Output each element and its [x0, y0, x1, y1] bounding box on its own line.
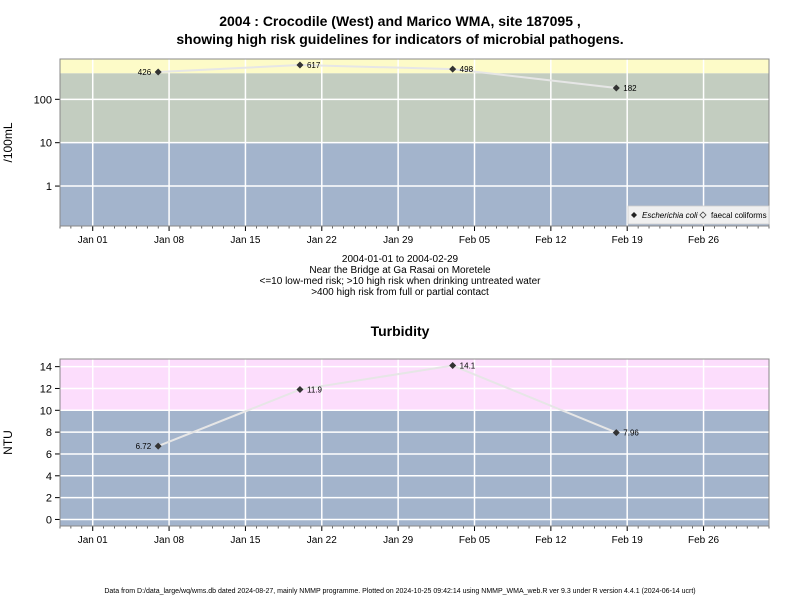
x-tick-label: Jan 01 [78, 535, 108, 546]
legend-marker-ecoli [631, 212, 637, 218]
data-label: 498 [460, 65, 474, 74]
x-tick-label: Feb 19 [612, 235, 644, 246]
y-tick-label: 14 [40, 362, 52, 374]
x-tick-label: Jan 01 [78, 235, 108, 246]
data-point [449, 65, 457, 73]
x-tick-label: Feb 05 [459, 235, 491, 246]
data-point [296, 386, 304, 394]
data-label: 14.1 [460, 362, 476, 371]
x-tick-label: Feb 19 [612, 535, 644, 546]
series-line [157, 364, 617, 448]
plot-frame [59, 58, 770, 227]
plot-frame [59, 358, 770, 527]
data-label: 617 [307, 61, 321, 70]
x-tick-label: Feb 26 [688, 535, 720, 546]
x-tick-label: Jan 22 [307, 235, 337, 246]
risk-band [60, 410, 769, 526]
y-tick-label: 10 [40, 405, 52, 417]
data-label: 6.72 [136, 442, 152, 451]
x-tick-label: Feb 12 [535, 535, 567, 546]
y-tick-label: 2 [46, 493, 52, 505]
x-tick-label: Feb 12 [535, 235, 567, 246]
risk-band [60, 359, 769, 411]
guideline-text-1: <=10 low-med risk; >10 high risk when dr… [259, 276, 541, 287]
risk-band [60, 73, 769, 143]
x-tick-label: Jan 15 [230, 535, 260, 546]
y-axis-label: /100mL [1, 122, 15, 162]
chart-title-line1: 2004 : Crocodile (West) and Marico WMA, … [219, 13, 581, 29]
legend-box [627, 205, 770, 225]
guideline-text-2: >400 high risk from full or partial cont… [311, 287, 489, 298]
data-label: 7.96 [623, 429, 639, 438]
x-tick-label: Jan 08 [154, 535, 184, 546]
turbidity-title: Turbidity [370, 323, 430, 339]
x-tick-label: Feb 05 [459, 535, 491, 546]
data-label: 426 [138, 68, 152, 77]
date-range-text: 2004-01-01 to 2004-02-29 [341, 254, 459, 265]
data-point [449, 362, 457, 370]
y-tick-label: 1 [46, 181, 52, 193]
y-tick-label: 100 [34, 94, 52, 106]
x-tick-label: Jan 22 [307, 535, 337, 546]
data-label: 11.9 [307, 386, 323, 395]
x-tick-label: Feb 26 [688, 235, 720, 246]
data-label: 182 [623, 84, 637, 93]
legend-marker-faecal [699, 211, 707, 219]
data-point [154, 442, 162, 450]
chart-title-line2: showing high risk guidelines for indicat… [176, 31, 624, 47]
data-point [296, 61, 304, 69]
y-tick-label: 6 [46, 449, 52, 461]
y-tick-label: 8 [46, 427, 52, 439]
x-tick-label: Jan 08 [154, 235, 184, 246]
y-axis-label: NTU [1, 430, 15, 455]
x-tick-label: Jan 29 [383, 535, 413, 546]
ecoli-panel: Jan 01 Jan 08 Jan 15 Jan 22 Jan 29 Feb 05 Feb … [1, 58, 770, 246]
risk-band [60, 59, 769, 74]
y-tick-label: 10 [40, 138, 52, 150]
data-point [154, 68, 162, 76]
y-tick-label: 12 [40, 383, 52, 395]
y-tick-label: 0 [46, 514, 52, 526]
series-line [158, 64, 617, 90]
site-name-text: Near the Bridge at Ga Rasai on Moretele [309, 265, 491, 276]
data-point [612, 429, 620, 437]
data-point [612, 84, 620, 92]
y-tick-label: 4 [46, 471, 52, 483]
legend-label-faecal: faecal coliforms [711, 211, 767, 220]
x-tick-label: Jan 15 [230, 235, 260, 246]
legend-label-ecoli: Escherichia coli [642, 211, 698, 220]
footer-note: Data from D:/data_large/wq/wms.db dated … [104, 588, 696, 595]
x-tick-label: Jan 29 [383, 235, 413, 246]
turbidity-panel: Jan 01 Jan 08 Jan 15 Jan 22 Jan 29 Feb 05 Feb … [1, 358, 770, 546]
